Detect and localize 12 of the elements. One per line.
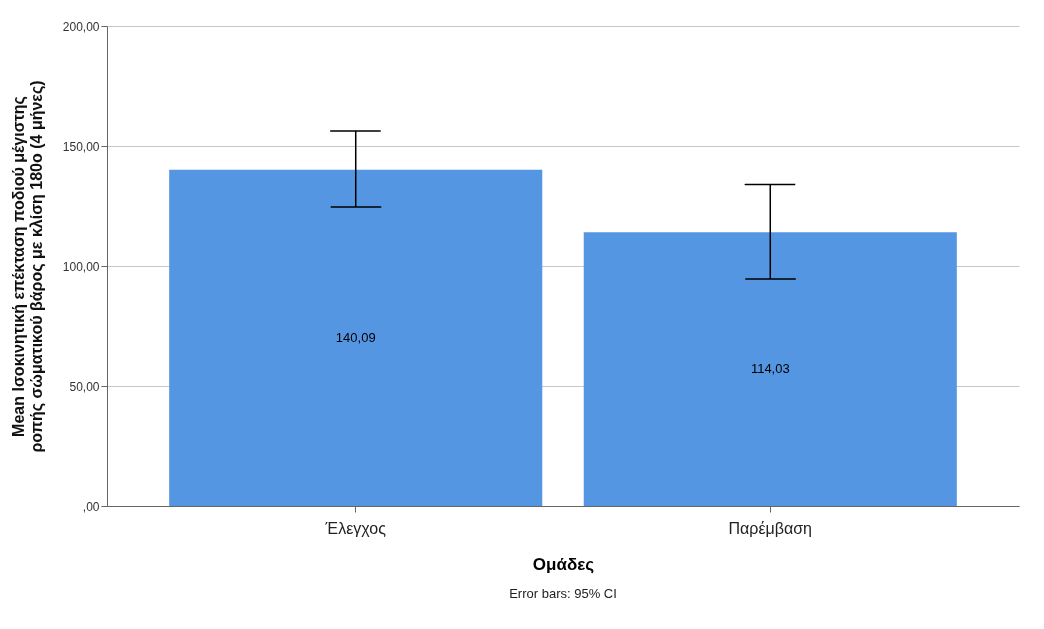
- x-axis-title: Ομάδες: [532, 554, 595, 574]
- y-tick-label: 150,00: [62, 139, 100, 154]
- data-label: 114,03: [750, 361, 790, 377]
- x-tick-label: Παρέμβαση: [728, 519, 813, 537]
- y-axis-title: Mean Ισοκινητική επέκταση ποδιού μέγιστης ροπής σώματικού βάρος με κλίση 180o (4 μήνες): [9, 80, 46, 453]
- x-tick-label: Έλεγχος: [324, 519, 387, 537]
- data-label: 140,09: [335, 329, 376, 345]
- y-tick-label: 200,00: [62, 19, 100, 34]
- y-tick-label: ,00: [82, 499, 100, 514]
- y-tick-label: 50,00: [69, 379, 100, 394]
- y-tick-label: 100,00: [62, 259, 100, 274]
- text: Error bars: 95% CI: [509, 586, 617, 601]
